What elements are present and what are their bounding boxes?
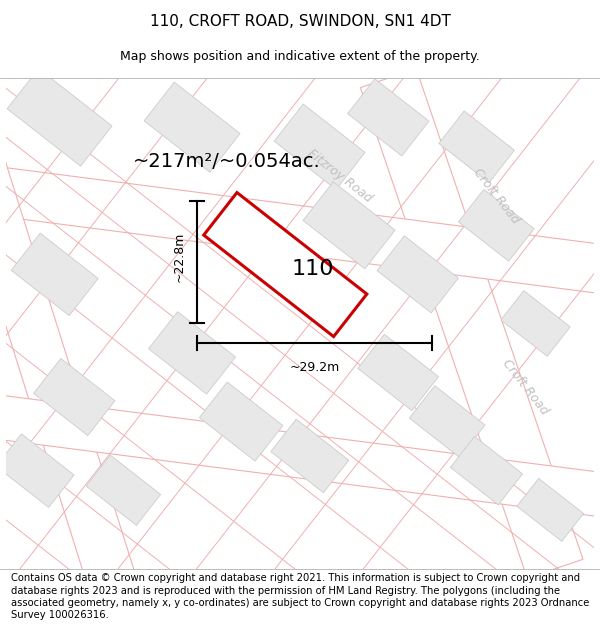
- Polygon shape: [7, 69, 112, 166]
- Polygon shape: [86, 455, 161, 526]
- Polygon shape: [358, 334, 439, 411]
- Text: 110, CROFT ROAD, SWINDON, SN1 4DT: 110, CROFT ROAD, SWINDON, SN1 4DT: [149, 14, 451, 29]
- Polygon shape: [517, 478, 584, 541]
- Polygon shape: [409, 386, 485, 458]
- Polygon shape: [34, 359, 115, 436]
- Polygon shape: [451, 436, 523, 505]
- Text: Croft Road: Croft Road: [470, 166, 522, 226]
- Polygon shape: [144, 82, 240, 172]
- Polygon shape: [274, 104, 365, 189]
- Text: Croft Road: Croft Road: [500, 357, 551, 418]
- Text: ~29.2m: ~29.2m: [290, 361, 340, 374]
- Polygon shape: [0, 81, 147, 625]
- Polygon shape: [0, 390, 600, 522]
- Polygon shape: [149, 312, 236, 394]
- Polygon shape: [0, 434, 74, 508]
- Polygon shape: [361, 69, 583, 578]
- Text: 110: 110: [292, 259, 334, 279]
- Polygon shape: [11, 233, 98, 316]
- Text: ~217m²/~0.054ac.: ~217m²/~0.054ac.: [133, 152, 321, 171]
- Polygon shape: [501, 291, 570, 356]
- Polygon shape: [204, 192, 367, 337]
- Text: Contains OS data © Crown copyright and database right 2021. This information is : Contains OS data © Crown copyright and d…: [11, 573, 589, 621]
- Text: ~22.8m: ~22.8m: [173, 232, 186, 282]
- Text: Fitzroy Road: Fitzroy Road: [305, 147, 374, 206]
- Polygon shape: [0, 162, 600, 299]
- Text: Map shows position and indicative extent of the property.: Map shows position and indicative extent…: [120, 50, 480, 62]
- Polygon shape: [303, 182, 395, 269]
- Polygon shape: [271, 419, 349, 492]
- Polygon shape: [199, 382, 283, 461]
- Polygon shape: [439, 111, 514, 182]
- Polygon shape: [377, 236, 458, 313]
- Polygon shape: [347, 79, 429, 156]
- Polygon shape: [458, 189, 534, 261]
